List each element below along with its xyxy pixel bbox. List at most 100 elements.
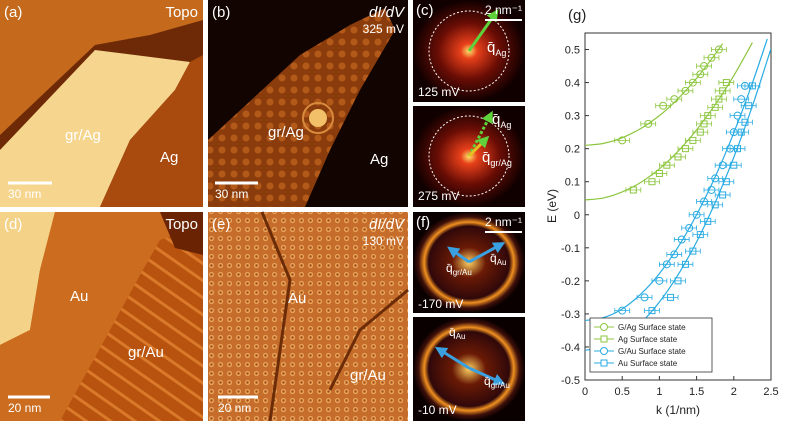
error-bar [711, 47, 727, 53]
error-bar [644, 308, 660, 314]
region-label: Ag [370, 151, 388, 168]
marker [696, 70, 705, 79]
error-bar [692, 129, 709, 135]
error-bar [718, 179, 735, 185]
marker [714, 45, 723, 54]
marker [670, 95, 679, 104]
error-bar [636, 294, 653, 300]
marker [704, 112, 712, 120]
error-bar [714, 88, 731, 94]
error-bar [677, 88, 694, 94]
marker [648, 307, 656, 315]
panel-label: (b) [212, 4, 230, 21]
x-tick-label: 0.5 [615, 386, 630, 398]
marker [711, 103, 719, 111]
marker [640, 293, 649, 302]
scale-bar-label: 30 nm [8, 187, 41, 201]
bias-label: 125 mV [418, 85, 459, 99]
bias-label: 275 mV [418, 189, 459, 203]
error-bar [685, 248, 701, 254]
error-bar [714, 192, 731, 198]
vector-label: q̄Au [449, 325, 465, 341]
y-tick-label: -0.5 [561, 375, 580, 387]
scale-bar-label: 2 nm⁻¹ [485, 3, 522, 17]
error-bar [733, 96, 750, 102]
marker [730, 161, 738, 169]
scale-bar-label: 20 nm [8, 401, 41, 415]
marker [722, 178, 730, 186]
region-label: Ag [160, 149, 178, 166]
vector-label: q̄Au [490, 251, 506, 267]
marker [711, 201, 719, 209]
x-tick-label: 0 [582, 386, 588, 398]
marker [681, 145, 689, 153]
marker [707, 185, 716, 194]
error-bar [685, 137, 701, 143]
panel-title: Topo [165, 4, 198, 21]
panel-b: (b) dI/dV 325 mV gr/Ag Ag 30 nm [208, 0, 408, 207]
x-tick-label: 2 [731, 386, 737, 398]
marker [662, 260, 671, 269]
marker [659, 101, 668, 110]
marker [700, 62, 709, 71]
marker [670, 250, 679, 259]
marker [696, 128, 704, 136]
error-bar [659, 261, 675, 267]
y-axis-label: E (eV) [545, 189, 559, 223]
error-bar [673, 237, 690, 243]
panel-title: dI/dV [369, 4, 406, 21]
vector-label: q̄Ag [487, 39, 506, 58]
scale-bar-label: 30 nm [215, 187, 248, 201]
marker [685, 223, 694, 232]
error-bar [711, 96, 727, 102]
error-bar [740, 103, 757, 109]
panel-label: (d) [4, 216, 22, 233]
error-bar [699, 113, 716, 119]
marker [629, 186, 637, 194]
marker [704, 217, 712, 225]
scale-bar-label: 20 nm [218, 401, 251, 415]
marker [696, 231, 704, 239]
marker [663, 161, 671, 169]
error-bar [681, 225, 697, 231]
marker [700, 120, 708, 128]
marker [737, 128, 745, 136]
error-bar [707, 104, 724, 110]
panel-c: (c) 2 nm⁻¹ q̄Ag 125 mV q̄Ag q̄gr/Ag 275 … [413, 0, 525, 207]
y-tick-label: -0.3 [561, 309, 580, 321]
y-tick-label: 0.4 [565, 78, 580, 90]
error-bar [703, 187, 720, 193]
marker [722, 79, 730, 87]
marker [741, 118, 749, 126]
y-tick-label: -0.4 [561, 342, 580, 354]
legend-label: Ag Surface state [618, 335, 678, 344]
panel-label: (g) [568, 7, 586, 24]
error-bar [729, 113, 746, 119]
error-bar [666, 96, 683, 102]
x-tick-label: 2.5 [763, 386, 778, 398]
error-bar [699, 218, 716, 224]
error-bar [651, 278, 668, 284]
marker [737, 95, 746, 104]
marker [689, 247, 697, 255]
error-bar [677, 261, 694, 267]
legend-label: G/Ag Surface state [618, 323, 686, 332]
error-bar [651, 170, 668, 176]
panel-e: (e) dI/dV 130 mV Au gr/Au 20 nm [208, 211, 409, 422]
panel-a: (a) Topo gr/Ag Ag 30 nm [0, 0, 203, 207]
marker [677, 235, 686, 244]
bias-label: -170 mV [418, 297, 463, 311]
error-bar [662, 294, 679, 300]
marker [707, 53, 716, 62]
marker [681, 260, 689, 268]
bias-label: 325 mV [363, 22, 404, 36]
bias-label: 130 mV [363, 234, 404, 248]
panel-title: dI/dV [369, 216, 406, 233]
chart: (g) k (1/nm) E (eV) -0.5 -0.4 -0.3 -0.2 -0.1… [545, 7, 779, 417]
bias-label: -10 mV [418, 403, 457, 417]
error-bar [659, 162, 675, 168]
panel-d: (d) Topo Au gr/Au 20 nm [0, 212, 203, 421]
error-bar [707, 202, 724, 208]
scale-bar-label: 2 nm⁻¹ [485, 215, 522, 229]
legend-marker [600, 359, 608, 367]
